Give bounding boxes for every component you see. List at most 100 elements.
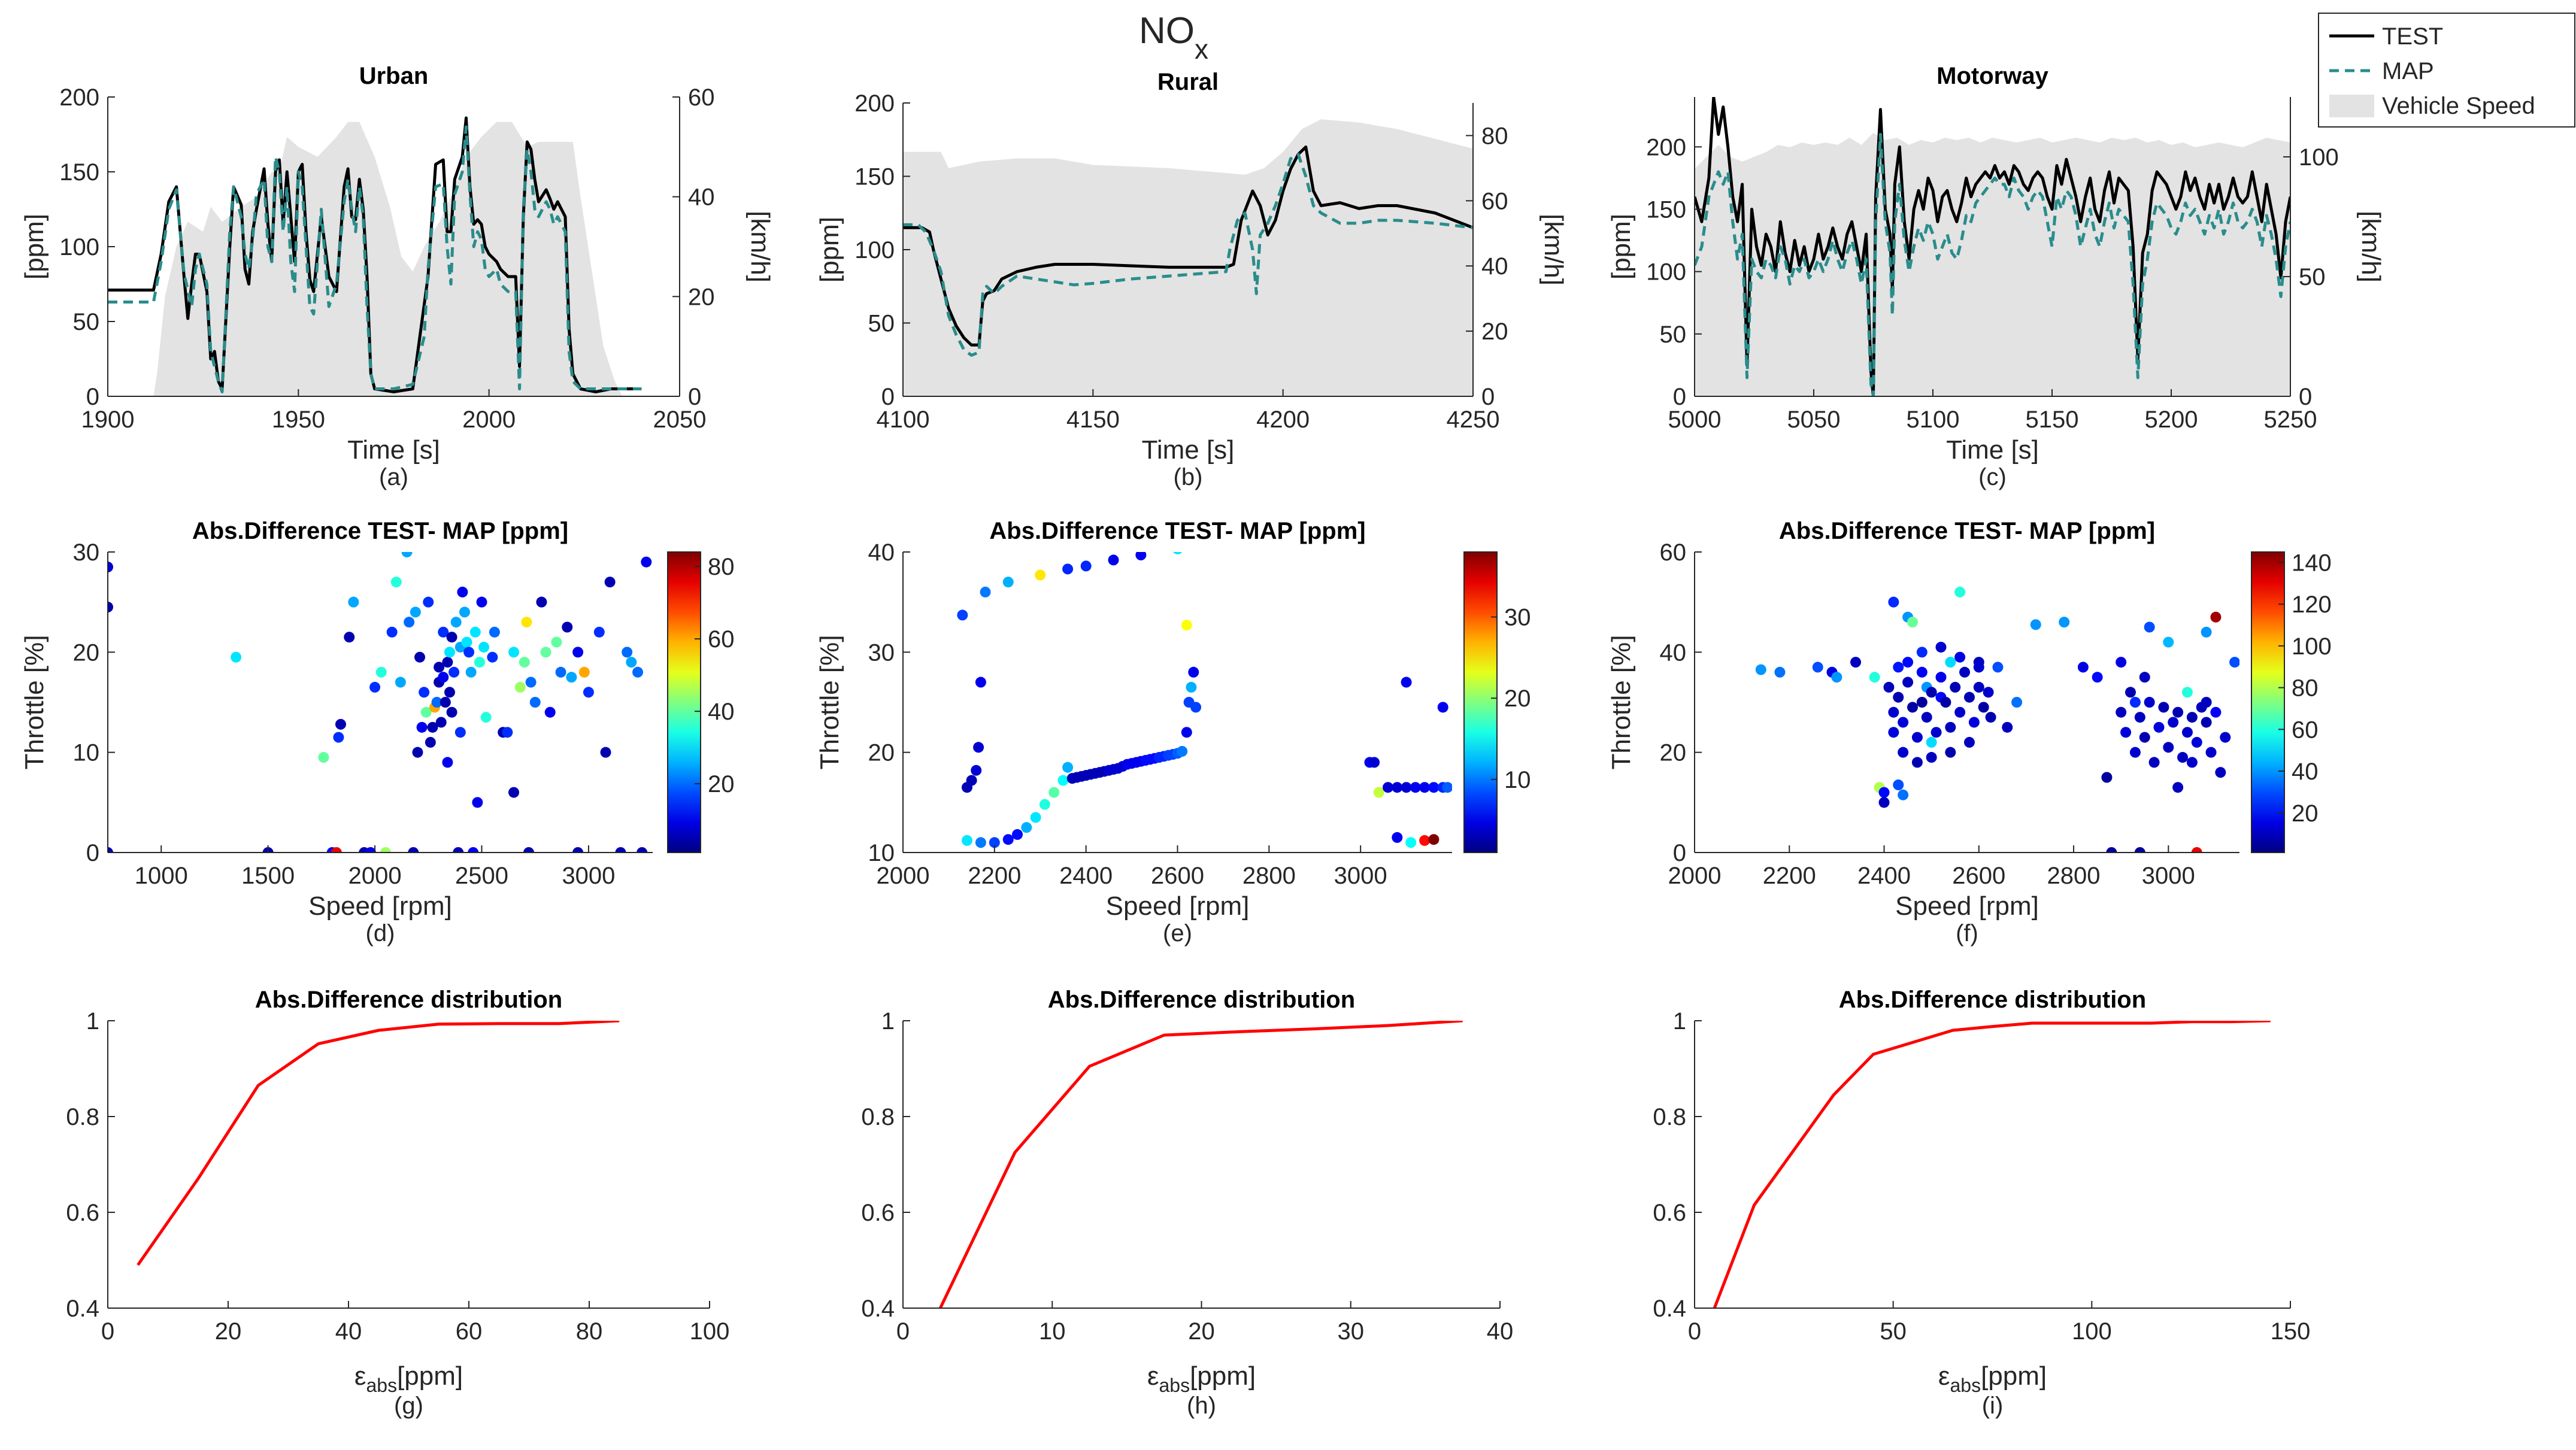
y-tick-label: 50	[73, 309, 100, 335]
scatter-point	[2158, 702, 2169, 713]
colorbar-tick-label: 40	[708, 699, 735, 725]
panel-caption: (c)	[1978, 464, 2007, 490]
scatter-point	[1419, 782, 1431, 793]
x-tick-label: 4100	[877, 407, 930, 433]
scatter-point	[1926, 752, 1937, 763]
y-tick-label: 150	[854, 164, 895, 190]
plot-area-a	[108, 116, 642, 396]
scatter-point	[1401, 677, 1412, 688]
x-tick-label: 80	[576, 1318, 603, 1345]
panel-caption: (i)	[1982, 1393, 2004, 1419]
scatter-point	[1869, 672, 1880, 683]
scatter-point	[380, 847, 391, 853]
x-tick-label: 2200	[1763, 863, 1816, 889]
scatter-point	[622, 647, 633, 658]
x-axis-label-symbol: ε	[354, 1361, 366, 1391]
x-tick-label: 20	[215, 1318, 242, 1345]
cdf-line	[1713, 1021, 2271, 1308]
scatter-point	[2116, 657, 2127, 668]
scatter-point	[108, 602, 113, 613]
scatter-point	[2129, 697, 2141, 708]
scatter-point	[2092, 672, 2103, 683]
scatter-point	[1181, 620, 1192, 631]
scatter-point	[2134, 712, 2145, 723]
x-tick-label: 1950	[272, 407, 325, 433]
series-map-line	[1695, 133, 2290, 396]
scatter-point	[1898, 717, 1909, 728]
colorbar	[667, 551, 701, 853]
x-tick-label: 60	[456, 1318, 483, 1345]
scatter-point	[1135, 552, 1147, 561]
x-tick-label: 5200	[2145, 407, 2198, 433]
y-tick-label: 1	[86, 1008, 99, 1035]
scatter-point	[489, 626, 500, 638]
scatter-point	[448, 666, 460, 678]
scatter-point	[420, 706, 432, 718]
scatter-point	[1177, 745, 1188, 757]
scatter-point	[1926, 687, 1937, 698]
scatter-point	[476, 596, 487, 608]
scatter-point	[434, 662, 445, 673]
scatter-point	[1383, 782, 1394, 793]
colorbar	[1463, 551, 1498, 853]
x-axis-label: Time [s]	[1946, 435, 2039, 465]
scatter-point	[1954, 586, 1966, 597]
panel-caption: (e)	[1163, 920, 1192, 947]
plot-area-f	[1755, 586, 2239, 853]
scatter-point	[1893, 691, 1904, 703]
scatter-point	[1369, 757, 1380, 768]
x-tick-label: 100	[2072, 1318, 2112, 1345]
y-axis-label: Throttle [%]	[20, 635, 49, 770]
y-tick-label: 200	[1646, 134, 1686, 160]
x-tick-label: 4150	[1066, 407, 1120, 433]
plot-area-b	[903, 119, 1473, 396]
scatter-point	[1950, 681, 1961, 693]
right-tick-label: 60	[1481, 188, 1508, 214]
scatter-point	[318, 752, 329, 763]
y-tick-label: 0	[881, 384, 895, 410]
colorbar-tick-label: 60	[2292, 717, 2319, 743]
scatter-point	[566, 672, 577, 683]
scatter-point	[412, 747, 423, 758]
x-axis-label: Time [s]	[347, 435, 440, 465]
right-axis-label: [km/h]	[1539, 214, 1568, 286]
scatter-point	[2201, 717, 2212, 728]
x-tick-label: 1500	[241, 863, 295, 889]
scatter-point	[404, 617, 415, 628]
x-tick-label: 0	[101, 1318, 114, 1345]
x-tick-label: 40	[335, 1318, 362, 1345]
scatter-point	[1945, 721, 1956, 733]
y-tick-label: 1	[1673, 1008, 1686, 1035]
scatter-point	[469, 626, 481, 638]
scatter-point	[2134, 847, 2145, 853]
scatter-point	[966, 775, 977, 786]
y-tick-label: 100	[1646, 259, 1686, 286]
x-axis-label-unit: [ppm]	[1190, 1361, 1256, 1391]
scatter-point	[600, 747, 611, 758]
panel-caption: (a)	[379, 464, 408, 490]
scatter-point	[344, 632, 355, 643]
scatter-point	[1907, 617, 1918, 628]
panel-title: Abs.Difference TEST- MAP [ppm]	[1779, 518, 2155, 544]
colorbar-tick-label: 120	[2292, 591, 2332, 618]
scatter-point	[2191, 847, 2202, 853]
scatter-point	[1878, 787, 1890, 798]
scatter-point	[2101, 772, 2113, 783]
scatter-point	[2205, 747, 2217, 758]
scatter-point	[2144, 697, 2155, 708]
right-tick-label: 20	[1481, 318, 1508, 345]
x-tick-label: 5150	[2026, 407, 2079, 433]
panel-g: 0 20 40 60 80 100 0.4 0.6 0.8 1 Abs.Difference dis…	[66, 987, 729, 1419]
scatter-point	[551, 636, 562, 648]
scatter-point	[1021, 822, 1032, 833]
scatter-point	[521, 617, 532, 628]
scatter-point	[2177, 752, 2189, 763]
scatter-point	[1992, 662, 2004, 673]
scatter-point	[487, 651, 498, 663]
x-tick-label: 1900	[81, 407, 135, 433]
y-tick-label: 200	[59, 84, 99, 111]
y-tick-label: 150	[1646, 197, 1686, 223]
scatter-point	[632, 666, 644, 678]
x-axis-label: Speed [rpm]	[1106, 891, 1250, 921]
